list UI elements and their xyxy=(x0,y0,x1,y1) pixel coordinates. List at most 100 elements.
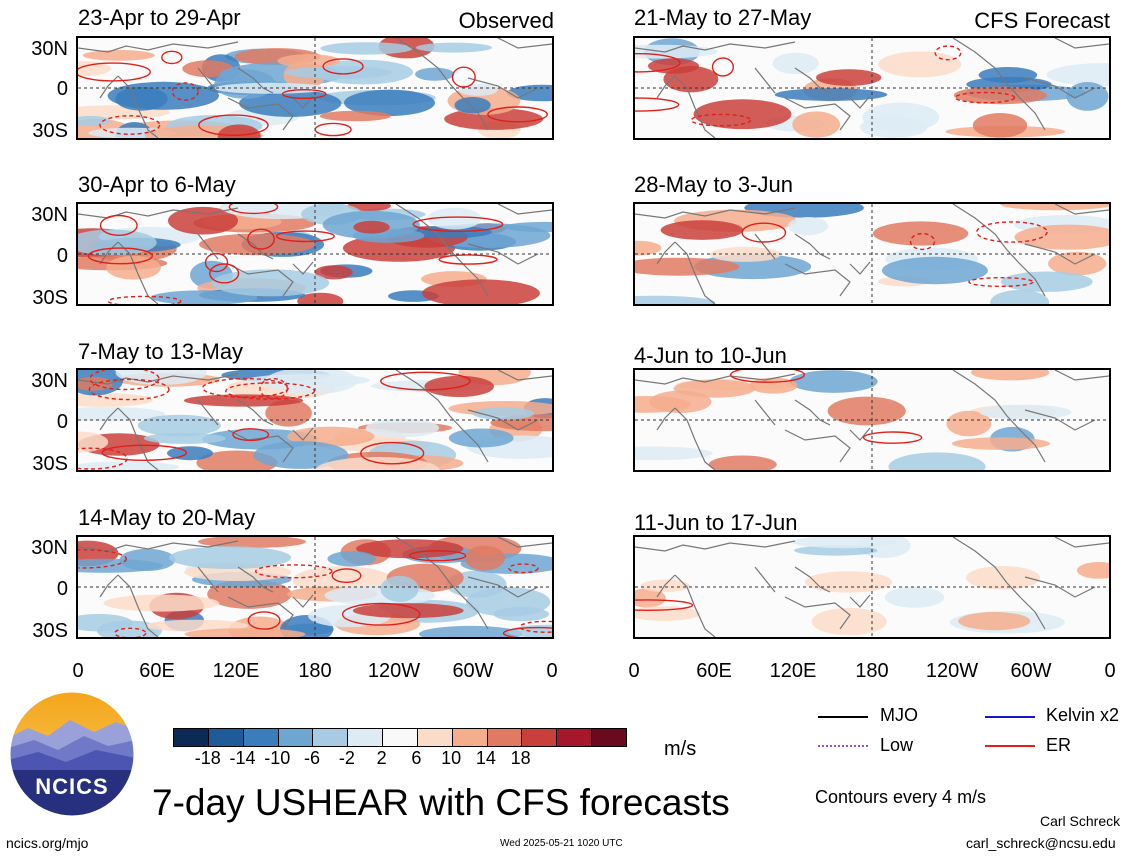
coastline xyxy=(1054,370,1109,381)
lon-label: 60E xyxy=(139,660,175,682)
coastline xyxy=(794,67,831,94)
map-canvas xyxy=(78,537,552,637)
coastline xyxy=(784,596,851,630)
lon-label: 180 xyxy=(298,660,332,682)
er-contour xyxy=(690,113,752,127)
legend-line-low xyxy=(818,745,868,747)
coastline xyxy=(784,97,851,131)
shear-anomaly-blob xyxy=(635,295,716,304)
shear-anomaly-blob xyxy=(660,220,744,240)
er-contour xyxy=(78,62,151,82)
shear-anomaly-blob xyxy=(1048,251,1107,276)
lon-label: 0 xyxy=(628,660,640,682)
coastline xyxy=(237,566,274,593)
coastline xyxy=(849,427,871,441)
colorbar-swatch xyxy=(451,729,487,746)
shear-anomaly-blob xyxy=(115,370,207,385)
shear-anomaly-blob xyxy=(958,612,1031,631)
coastline xyxy=(635,41,796,53)
coastline xyxy=(449,83,489,131)
lon-label: 120W xyxy=(367,660,421,682)
shear-anomaly-blob xyxy=(1014,224,1109,250)
footer-email[interactable]: carl_schreck@ncsu.edu xyxy=(966,835,1116,851)
shear-anomaly-blob xyxy=(635,606,701,621)
er-contour xyxy=(89,370,160,391)
shear-anomaly-blob xyxy=(285,66,392,79)
er-contour xyxy=(360,441,425,465)
er-contour xyxy=(247,611,281,630)
coastline xyxy=(1006,83,1046,131)
er-contour xyxy=(88,378,170,401)
panel-title: 28-May to 3-Jun xyxy=(634,172,793,197)
shear-anomaly-blob xyxy=(314,265,353,280)
shear-anomaly-blob xyxy=(78,461,179,470)
footer-url[interactable]: ncics.org/mjo xyxy=(6,835,89,851)
shear-anomaly-blob xyxy=(971,370,1050,381)
lon-label: 180 xyxy=(855,660,889,682)
panel-title: 14-May to 20-May xyxy=(78,505,256,530)
coastline xyxy=(952,537,1008,584)
er-contour xyxy=(161,50,183,65)
shear-anomaly-blob xyxy=(464,545,505,571)
colorbar-swatch xyxy=(242,729,278,746)
coastline xyxy=(635,540,796,552)
shear-anomaly-blob xyxy=(137,414,221,437)
map-canvas xyxy=(78,370,552,470)
er-contour xyxy=(451,66,476,88)
colorbar-swatch xyxy=(521,729,557,746)
shear-anomaly-blob xyxy=(416,42,492,53)
map-panel-forecast-4 xyxy=(633,535,1111,639)
coastline xyxy=(849,594,871,608)
lon-label: 120E xyxy=(769,660,817,682)
lon-label: 60E xyxy=(696,660,732,682)
er-contour xyxy=(862,431,923,444)
shear-anomaly-blob xyxy=(327,551,376,567)
shear-anomaly-blob xyxy=(78,115,111,127)
lat-label: 30N xyxy=(31,537,68,559)
map-canvas xyxy=(78,38,552,138)
lon-label: 120E xyxy=(212,660,260,682)
legend-line-kelvin xyxy=(985,716,1035,718)
shear-anomaly-blob xyxy=(862,102,940,132)
coastline xyxy=(674,75,716,138)
logo-text: NCICS xyxy=(35,774,109,799)
er-contour xyxy=(228,204,279,215)
legend-label-mjo: MJO xyxy=(880,705,918,725)
colorbar-swatch xyxy=(277,729,313,746)
shear-anomaly-blob xyxy=(972,113,1028,138)
colorbar-swatch xyxy=(347,729,383,746)
shear-anomaly-blob xyxy=(792,537,898,549)
map-panel-observed-1 xyxy=(76,36,554,140)
colorbar-tick-label: -2 xyxy=(338,748,355,768)
er-contour xyxy=(314,122,352,137)
coastline xyxy=(292,95,314,109)
shear-anomaly-blob xyxy=(1076,562,1109,579)
shear-anomaly-blob xyxy=(184,628,306,637)
shear-anomaly-blob xyxy=(816,69,882,86)
lon-label: 60W xyxy=(1010,660,1052,682)
coastline xyxy=(395,370,451,417)
shear-anomaly-blob xyxy=(774,88,888,101)
shear-anomaly-blob xyxy=(649,390,712,413)
coastline xyxy=(1006,249,1046,297)
shear-anomaly-blob xyxy=(107,81,219,110)
er-contour xyxy=(909,232,936,251)
coastline xyxy=(674,241,716,304)
coastline xyxy=(656,75,676,99)
er-contour xyxy=(204,252,229,273)
shear-anomaly-blob xyxy=(635,240,662,256)
shear-anomaly-blob xyxy=(415,67,455,81)
er-contour xyxy=(954,91,1016,104)
lon-label: 0 xyxy=(546,660,558,682)
coastline xyxy=(99,241,119,265)
shear-anomaly-blob xyxy=(199,233,315,256)
shear-anomaly-blob xyxy=(211,269,330,297)
shear-anomaly-blob xyxy=(1066,82,1109,111)
er-contour xyxy=(232,428,270,442)
coastline xyxy=(754,399,776,426)
colorbar-tick-label: 2 xyxy=(376,748,387,768)
coastline xyxy=(952,370,1008,417)
coastline xyxy=(292,261,314,275)
er-contour xyxy=(341,602,421,626)
shear-anomaly-blob xyxy=(694,254,812,280)
